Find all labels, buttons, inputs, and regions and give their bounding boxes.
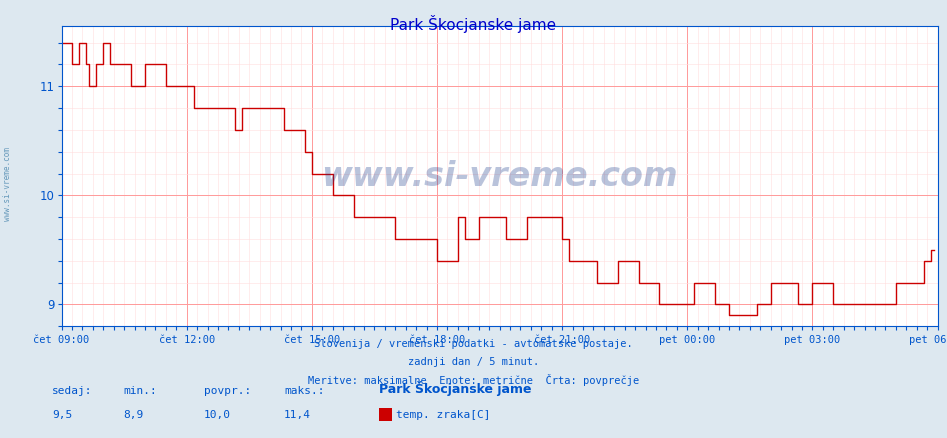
Text: min.:: min.: bbox=[123, 386, 157, 396]
Text: sedaj:: sedaj: bbox=[52, 386, 93, 396]
Text: 11,4: 11,4 bbox=[284, 410, 312, 420]
Text: Meritve: maksimalne  Enote: metrične  Črta: povprečje: Meritve: maksimalne Enote: metrične Črta… bbox=[308, 374, 639, 386]
Text: zadnji dan / 5 minut.: zadnji dan / 5 minut. bbox=[408, 357, 539, 367]
Text: www.si-vreme.com: www.si-vreme.com bbox=[3, 147, 12, 221]
Text: Park Škocjanske jame: Park Škocjanske jame bbox=[379, 381, 531, 396]
Text: povpr.:: povpr.: bbox=[204, 386, 251, 396]
Text: maks.:: maks.: bbox=[284, 386, 325, 396]
Text: 8,9: 8,9 bbox=[123, 410, 143, 420]
Text: Park Škocjanske jame: Park Škocjanske jame bbox=[390, 15, 557, 33]
Text: www.si-vreme.com: www.si-vreme.com bbox=[321, 160, 678, 193]
Text: 9,5: 9,5 bbox=[52, 410, 72, 420]
Text: 10,0: 10,0 bbox=[204, 410, 231, 420]
Text: temp. zraka[C]: temp. zraka[C] bbox=[396, 410, 491, 420]
Text: Slovenija / vremenski podatki - avtomatske postaje.: Slovenija / vremenski podatki - avtomats… bbox=[314, 339, 633, 350]
